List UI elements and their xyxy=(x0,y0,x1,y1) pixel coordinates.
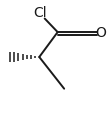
Text: Cl: Cl xyxy=(34,6,47,20)
Text: O: O xyxy=(96,26,106,40)
